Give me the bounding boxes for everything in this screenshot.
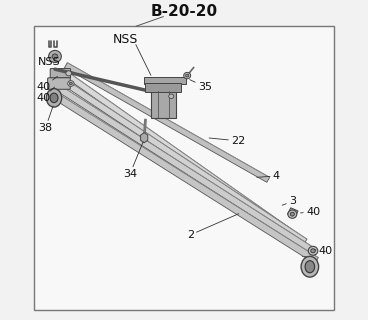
Text: 40: 40 bbox=[301, 207, 320, 217]
Ellipse shape bbox=[184, 72, 191, 79]
Ellipse shape bbox=[311, 249, 315, 253]
Polygon shape bbox=[141, 132, 148, 143]
Ellipse shape bbox=[52, 54, 58, 59]
FancyBboxPatch shape bbox=[145, 83, 181, 92]
Polygon shape bbox=[61, 70, 293, 235]
Text: 22: 22 bbox=[209, 136, 245, 146]
Polygon shape bbox=[64, 63, 270, 182]
FancyBboxPatch shape bbox=[34, 26, 334, 310]
FancyBboxPatch shape bbox=[144, 77, 186, 84]
Text: 2: 2 bbox=[187, 214, 239, 240]
Text: 40: 40 bbox=[315, 246, 333, 256]
Ellipse shape bbox=[169, 94, 174, 99]
Text: 40: 40 bbox=[36, 87, 54, 103]
FancyBboxPatch shape bbox=[25, 1, 343, 319]
Polygon shape bbox=[55, 84, 315, 254]
Text: 40: 40 bbox=[37, 76, 57, 92]
Text: NSS: NSS bbox=[38, 57, 60, 67]
Ellipse shape bbox=[70, 82, 72, 85]
Ellipse shape bbox=[46, 89, 62, 107]
Ellipse shape bbox=[301, 256, 319, 277]
Polygon shape bbox=[58, 76, 307, 244]
Ellipse shape bbox=[49, 50, 61, 62]
Ellipse shape bbox=[288, 210, 297, 218]
FancyBboxPatch shape bbox=[151, 91, 176, 118]
Ellipse shape bbox=[68, 81, 74, 86]
Text: 35: 35 bbox=[190, 80, 212, 92]
Text: 3: 3 bbox=[282, 196, 296, 206]
Polygon shape bbox=[52, 92, 318, 264]
Ellipse shape bbox=[50, 93, 58, 103]
FancyBboxPatch shape bbox=[50, 68, 71, 78]
Ellipse shape bbox=[305, 261, 315, 273]
Ellipse shape bbox=[308, 246, 318, 255]
Text: NSS: NSS bbox=[112, 33, 138, 46]
Text: 4: 4 bbox=[257, 171, 280, 181]
Polygon shape bbox=[287, 208, 298, 217]
Text: 38: 38 bbox=[38, 106, 53, 133]
FancyBboxPatch shape bbox=[47, 78, 70, 89]
Ellipse shape bbox=[66, 71, 71, 76]
Ellipse shape bbox=[185, 74, 189, 77]
Text: 34: 34 bbox=[123, 142, 143, 179]
Text: B-20-20: B-20-20 bbox=[151, 4, 217, 19]
Ellipse shape bbox=[290, 212, 294, 216]
